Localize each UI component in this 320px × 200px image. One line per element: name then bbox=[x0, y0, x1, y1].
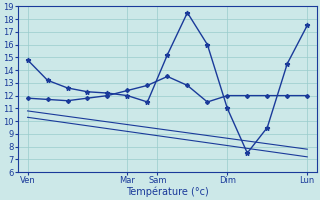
X-axis label: Température (°c): Température (°c) bbox=[126, 187, 209, 197]
